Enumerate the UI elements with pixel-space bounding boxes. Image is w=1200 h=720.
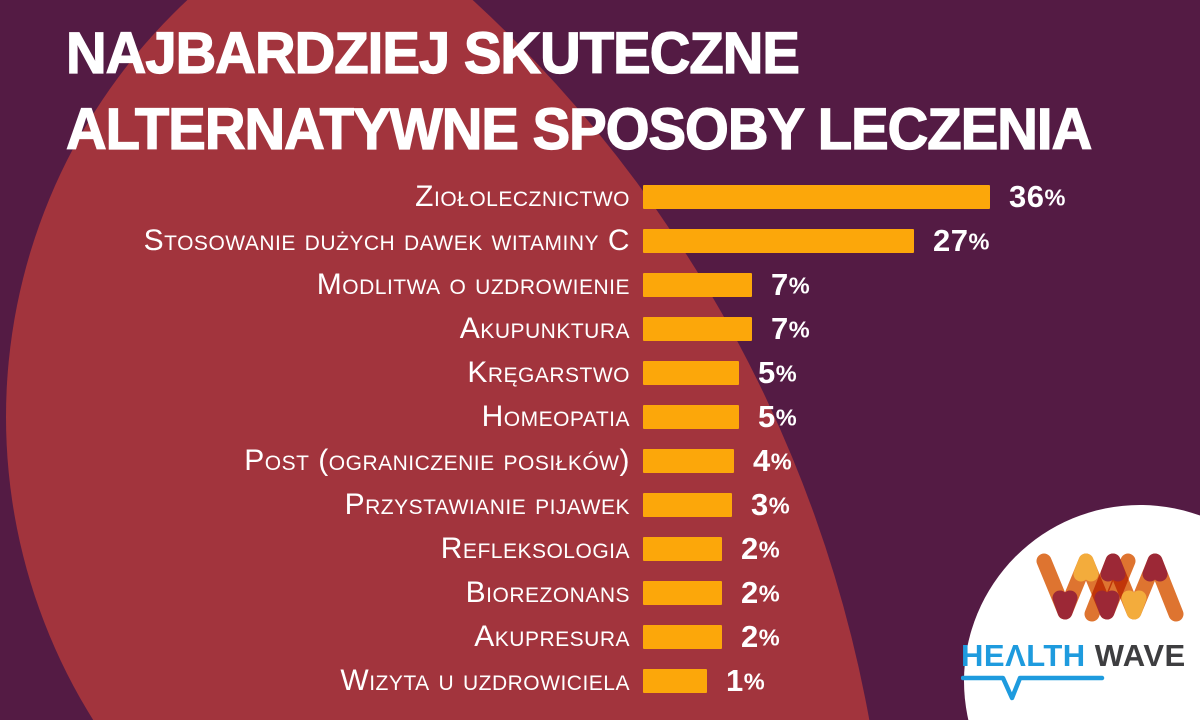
value-label: 36% xyxy=(1009,179,1066,215)
chart-row: Modlitwa o uzdrowienie 7% xyxy=(0,263,1200,307)
wm-logo-icon xyxy=(1036,553,1184,622)
value-number: 2 xyxy=(741,575,759,610)
wm-maroon-tip xyxy=(1142,553,1168,582)
chart-row: Przystawianie pijawek 3% xyxy=(0,483,1200,527)
wm-maroon-tip xyxy=(1094,590,1120,620)
category-label: Akupresura xyxy=(474,620,630,653)
percent-sign: % xyxy=(758,580,781,607)
wm-maroon-tip xyxy=(1052,590,1078,620)
title-line-2: ALTERNATYWNE SPOSOBY LECZENIA xyxy=(65,96,1092,162)
bar xyxy=(643,669,707,693)
percent-sign: % xyxy=(758,536,781,563)
red-circle xyxy=(6,0,890,720)
value-label: 1% xyxy=(726,663,765,699)
chart-row: Stosowanie dużych dawek witaminy C 27% xyxy=(0,219,1200,263)
percent-sign: % xyxy=(770,448,793,475)
value-label: 7% xyxy=(771,267,810,303)
value-label: 2% xyxy=(741,531,780,567)
category-label: Stosowanie dużych dawek witaminy C xyxy=(143,224,630,257)
percent-sign: % xyxy=(788,316,811,343)
category-label: Wizyta u uzdrowiciela xyxy=(340,664,630,697)
bar xyxy=(643,317,752,341)
chart-row: Homeopatia 5% xyxy=(0,395,1200,439)
value-label: 2% xyxy=(741,575,780,611)
chart-row: Post (ograniczenie posiłków) 4% xyxy=(0,439,1200,483)
value-number: 5 xyxy=(758,399,776,434)
chart-row: Kręgarstwo 5% xyxy=(0,351,1200,395)
value-label: 4% xyxy=(753,443,792,479)
value-number: 1 xyxy=(726,663,744,698)
bar xyxy=(643,229,914,253)
value-label: 5% xyxy=(758,399,797,435)
category-label: Biorezonans xyxy=(465,576,630,609)
value-number: 7 xyxy=(771,267,789,302)
category-label: Modlitwa o uzdrowienie xyxy=(316,268,630,301)
bar xyxy=(643,625,722,649)
chart-row: Akupresura 2% xyxy=(0,615,1200,659)
bar xyxy=(643,537,722,561)
value-label: 3% xyxy=(751,487,790,523)
category-label: Refleksologia xyxy=(440,532,630,565)
percent-sign: % xyxy=(743,668,766,695)
value-number: 4 xyxy=(753,443,771,478)
bar-chart: Ziołolecznictwo 36% Stosowanie dużych da… xyxy=(0,175,1200,703)
percent-sign: % xyxy=(758,624,781,651)
bar xyxy=(643,449,734,473)
value-number: 5 xyxy=(758,355,776,390)
bar xyxy=(643,361,739,385)
category-label: Akupunktura xyxy=(459,312,630,345)
value-label: 5% xyxy=(758,355,797,391)
wm-maroon-tip xyxy=(1100,553,1126,582)
percent-sign: % xyxy=(775,404,798,431)
brand-health-text: HEΛLTH xyxy=(961,638,1086,673)
percent-sign: % xyxy=(775,360,798,387)
brand-wordmark: HEΛLTH WAVE xyxy=(961,638,1186,674)
chart-row: Biorezonans 2% xyxy=(0,571,1200,615)
category-label: Kręgarstwo xyxy=(467,356,630,389)
chart-row: Akupunktura 7% xyxy=(0,307,1200,351)
brand-wave-text: WAVE xyxy=(1094,638,1186,673)
bar xyxy=(643,185,990,209)
value-label: 27% xyxy=(933,223,990,259)
value-number: 2 xyxy=(741,531,759,566)
category-label: Homeopatia xyxy=(481,400,630,433)
wm-amber-tip xyxy=(1121,590,1147,620)
bar xyxy=(643,493,732,517)
value-number: 27 xyxy=(933,223,969,258)
percent-sign: % xyxy=(1044,184,1066,211)
value-label: 2% xyxy=(741,619,780,655)
wm-amber-tip xyxy=(1073,553,1099,582)
heartbeat-line-icon xyxy=(961,675,1105,701)
percent-sign: % xyxy=(788,272,811,299)
category-label: Ziołolecznictwo xyxy=(415,180,630,213)
page-title: NAJBARDZIEJ SKUTECZNE ALTERNATYWNE SPOSO… xyxy=(65,16,1143,168)
bar xyxy=(643,581,722,605)
value-number: 36 xyxy=(1009,179,1045,214)
chart-row: Ziołolecznictwo 36% xyxy=(0,175,1200,219)
value-number: 3 xyxy=(751,487,769,522)
chart-row: Wizyta u uzdrowiciela 1% xyxy=(0,659,1200,703)
percent-sign: % xyxy=(968,228,990,255)
title-line-1: NAJBARDZIEJ SKUTECZNE xyxy=(65,20,800,86)
value-label: 7% xyxy=(771,311,810,347)
value-number: 7 xyxy=(771,311,789,346)
percent-sign: % xyxy=(768,492,791,519)
value-number: 2 xyxy=(741,619,759,654)
category-label: Post (ograniczenie posiłków) xyxy=(244,444,630,477)
chart-row: Refleksologia 2% xyxy=(0,527,1200,571)
bar xyxy=(643,405,739,429)
bar xyxy=(643,273,752,297)
category-label: Przystawianie pijawek xyxy=(344,488,630,521)
